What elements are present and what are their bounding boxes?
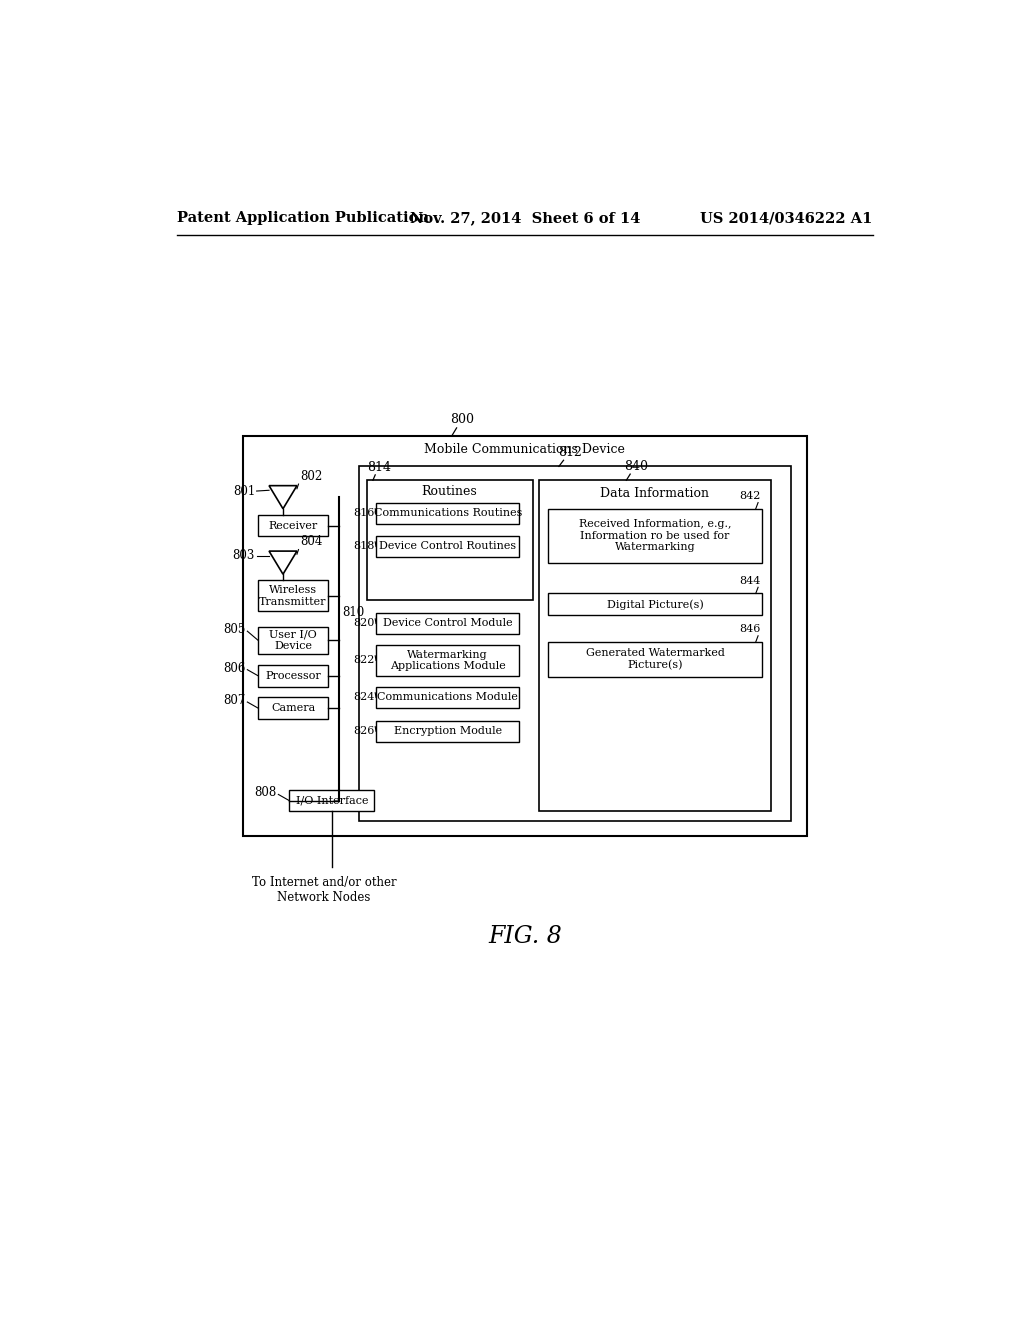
Text: 800: 800	[451, 413, 474, 426]
Text: 842: 842	[739, 491, 761, 502]
Bar	[539, 480, 771, 812]
Text: FIG. 8: FIG. 8	[487, 924, 562, 948]
Text: Generated Watermarked
Picture(s): Generated Watermarked Picture(s)	[586, 648, 724, 671]
Text: Receiver: Receiver	[268, 520, 317, 531]
Text: 806: 806	[223, 661, 246, 675]
Text: Wireless
Transmitter: Wireless Transmitter	[259, 585, 327, 607]
Text: Processor: Processor	[265, 671, 321, 681]
Bar	[548, 642, 762, 677]
Text: 803: 803	[232, 549, 255, 562]
Text: 805: 805	[223, 623, 246, 636]
Bar	[376, 612, 519, 635]
Text: 808: 808	[255, 787, 276, 800]
Bar	[258, 515, 328, 536]
Text: 844: 844	[739, 576, 761, 586]
Bar	[243, 436, 807, 836]
Bar	[258, 665, 328, 686]
Bar	[258, 581, 328, 611]
Bar	[359, 466, 792, 821]
Text: Patent Application Publication: Patent Application Publication	[177, 211, 429, 226]
Bar	[258, 627, 328, 655]
Text: Received Information, e.g.,
Information ro be used for
Watermarking: Received Information, e.g., Information …	[579, 519, 731, 552]
Text: Mobile Communications Device: Mobile Communications Device	[424, 444, 626, 455]
Text: 802: 802	[300, 470, 323, 483]
Text: 846: 846	[739, 624, 761, 635]
Text: 822: 822	[353, 656, 375, 665]
Text: Communications Routines: Communications Routines	[374, 508, 522, 519]
Bar	[376, 503, 519, 524]
Text: 816: 816	[353, 508, 375, 519]
Bar	[376, 645, 519, 676]
Text: Device Control Module: Device Control Module	[383, 619, 512, 628]
Bar	[258, 697, 328, 719]
Text: 826: 826	[353, 726, 375, 737]
Text: Data Information: Data Information	[600, 487, 710, 500]
Text: Nov. 27, 2014  Sheet 6 of 14: Nov. 27, 2014 Sheet 6 of 14	[410, 211, 640, 226]
Bar	[376, 721, 519, 742]
Text: Communications Module: Communications Module	[377, 693, 518, 702]
Text: 824: 824	[353, 693, 375, 702]
Text: 804: 804	[300, 535, 323, 548]
Text: 807: 807	[223, 694, 246, 708]
Text: 840: 840	[624, 459, 648, 473]
Text: User I/O
Device: User I/O Device	[269, 630, 317, 651]
Text: Watermarking
Applications Module: Watermarking Applications Module	[390, 649, 506, 672]
Text: I/O Interface: I/O Interface	[296, 796, 368, 805]
Text: Device Control Routines: Device Control Routines	[379, 541, 516, 552]
Text: To Internet and/or other
Network Nodes: To Internet and/or other Network Nodes	[252, 876, 396, 904]
Text: Encryption Module: Encryption Module	[393, 726, 502, 737]
Bar	[289, 789, 375, 812]
Bar	[548, 594, 762, 615]
Text: Digital Picture(s): Digital Picture(s)	[606, 599, 703, 610]
Text: US 2014/0346222 A1: US 2014/0346222 A1	[700, 211, 872, 226]
Text: Routines: Routines	[422, 484, 477, 498]
Bar	[548, 508, 762, 562]
Text: 801: 801	[232, 484, 255, 498]
Text: 810: 810	[342, 606, 365, 619]
Bar	[376, 536, 519, 557]
Text: 820: 820	[353, 619, 375, 628]
Text: Camera: Camera	[271, 704, 315, 713]
Text: 812: 812	[558, 446, 582, 459]
Text: 818: 818	[353, 541, 375, 552]
Bar	[367, 480, 534, 599]
Text: 814: 814	[368, 461, 391, 474]
Bar	[376, 686, 519, 708]
